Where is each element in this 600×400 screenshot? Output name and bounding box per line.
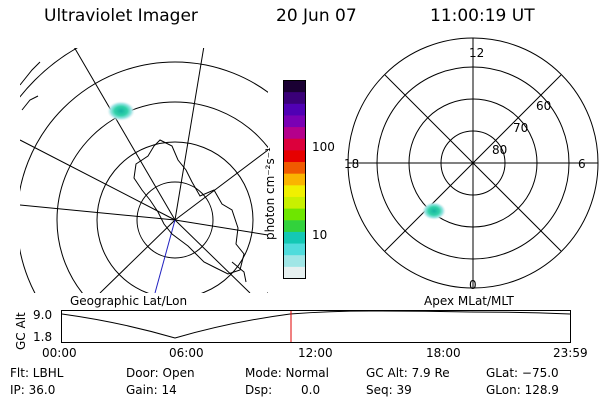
colorbar-stripe <box>283 266 306 279</box>
gc-alt-info: GC Alt: 7.9 Re <box>366 366 450 380</box>
time-label: 11:00:19 UT <box>430 6 535 26</box>
timeline-xtick-4: 23:59 <box>553 346 588 360</box>
seq-info: Seq: 39 <box>366 383 412 397</box>
coastline-fragment <box>231 261 247 283</box>
colorbar-tick-100: 100 <box>312 140 335 154</box>
timeline-ytick-top: 9.0 <box>33 308 53 322</box>
aurora-spot-left <box>107 101 135 121</box>
mlat-label-60: 60 <box>536 99 552 113</box>
colorbar-stripe <box>283 231 306 245</box>
colorbar-stripe <box>283 196 306 210</box>
filter-info: Flt: LBHL <box>10 366 64 380</box>
sun-direction-line <box>154 219 176 293</box>
glat-info: GLat: −75.0 <box>486 366 559 380</box>
colorbar-stripe <box>283 208 306 221</box>
lat-circle-70 <box>96 141 254 293</box>
mlat-label-70: 70 <box>513 121 529 135</box>
mode-info: Mode: Normal <box>245 366 329 380</box>
timeline-ylabel: GC Alt <box>14 312 28 350</box>
colorbar-stripe <box>283 80 306 93</box>
dsp-info-value: 0.0 <box>301 383 321 397</box>
timeline-xtick-3: 18:00 <box>426 346 461 360</box>
colorbar-stripe <box>283 92 306 105</box>
mlt-label-6: 6 <box>578 157 586 171</box>
mlt-label-0: 0 <box>469 278 477 292</box>
mlat-label-80: 80 <box>492 143 508 157</box>
ip-info: IP: 36.0 <box>10 383 56 397</box>
coastline-fragment <box>20 61 41 86</box>
glon-info: GLon: 128.9 <box>486 383 559 397</box>
timeline-xtick-0: 00:00 <box>42 346 77 360</box>
lat-circle-60 <box>56 101 268 293</box>
coastline <box>133 139 245 275</box>
coastline-fragment <box>21 95 39 111</box>
instrument-title: Ultraviolet Imager <box>44 6 198 26</box>
colorbar-stripe <box>283 162 306 175</box>
mlt-label-12: 12 <box>469 46 485 60</box>
lat-circle-50 <box>20 61 268 293</box>
colorbar <box>283 80 306 279</box>
colorbar-stripe <box>283 243 306 256</box>
gain-info: Gain: 14 <box>126 383 177 397</box>
timeline-ytick-bottom: 1.8 <box>33 330 53 344</box>
dsp-info-label: Dsp: <box>245 383 273 397</box>
colorbar-stripe <box>283 150 306 163</box>
timeline-xtick-1: 06:00 <box>169 346 204 360</box>
colorbar-tick-10: 10 <box>312 228 328 242</box>
door-info: Door: Open <box>126 366 195 380</box>
left-panel-label: Geographic Lat/Lon <box>70 294 188 308</box>
colorbar-stripe <box>283 220 306 233</box>
aurora-spot-right <box>422 202 446 220</box>
timeline-xtick-2: 12:00 <box>298 346 333 360</box>
colorbar-stripe <box>283 103 306 116</box>
colorbar-stripe <box>283 185 306 198</box>
colorbar-stripe <box>283 173 306 186</box>
colorbar-stripe <box>283 115 306 128</box>
date-label: 20 Jun 07 <box>276 6 357 26</box>
colorbar-stripe <box>283 138 306 151</box>
mlt-label-18: 18 <box>344 157 360 171</box>
right-panel-label: Apex MLat/MLT <box>424 294 514 308</box>
lat-circle-80 <box>136 181 214 259</box>
colorbar-stripe <box>283 127 306 140</box>
colorbar-stripe <box>283 255 306 268</box>
